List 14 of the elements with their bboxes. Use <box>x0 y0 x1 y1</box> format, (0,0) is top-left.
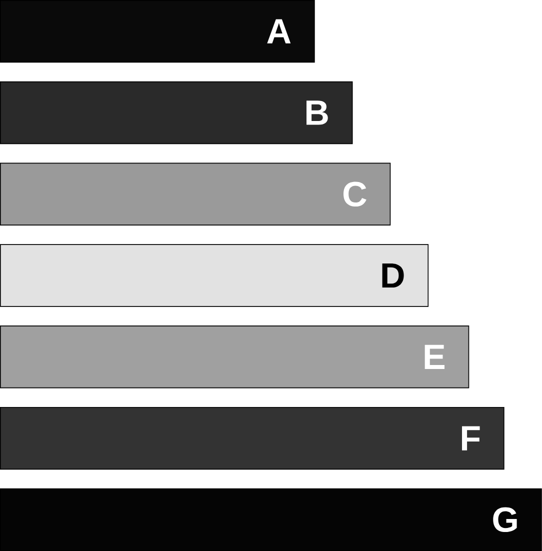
bar <box>0 0 315 63</box>
y-tick-label: A <box>267 19 291 44</box>
bar <box>0 162 391 226</box>
y-tick-label: G <box>493 507 517 532</box>
bar <box>0 244 429 307</box>
y-tick-label: E <box>424 344 445 369</box>
y-tick-label: D <box>382 263 404 288</box>
bar <box>0 406 504 470</box>
y-tick-label: B <box>306 100 328 125</box>
bar <box>0 326 470 388</box>
bar <box>0 488 542 551</box>
y-tick-label: C <box>344 182 366 207</box>
bar <box>0 81 353 144</box>
y-tick-label: F <box>462 426 480 450</box>
